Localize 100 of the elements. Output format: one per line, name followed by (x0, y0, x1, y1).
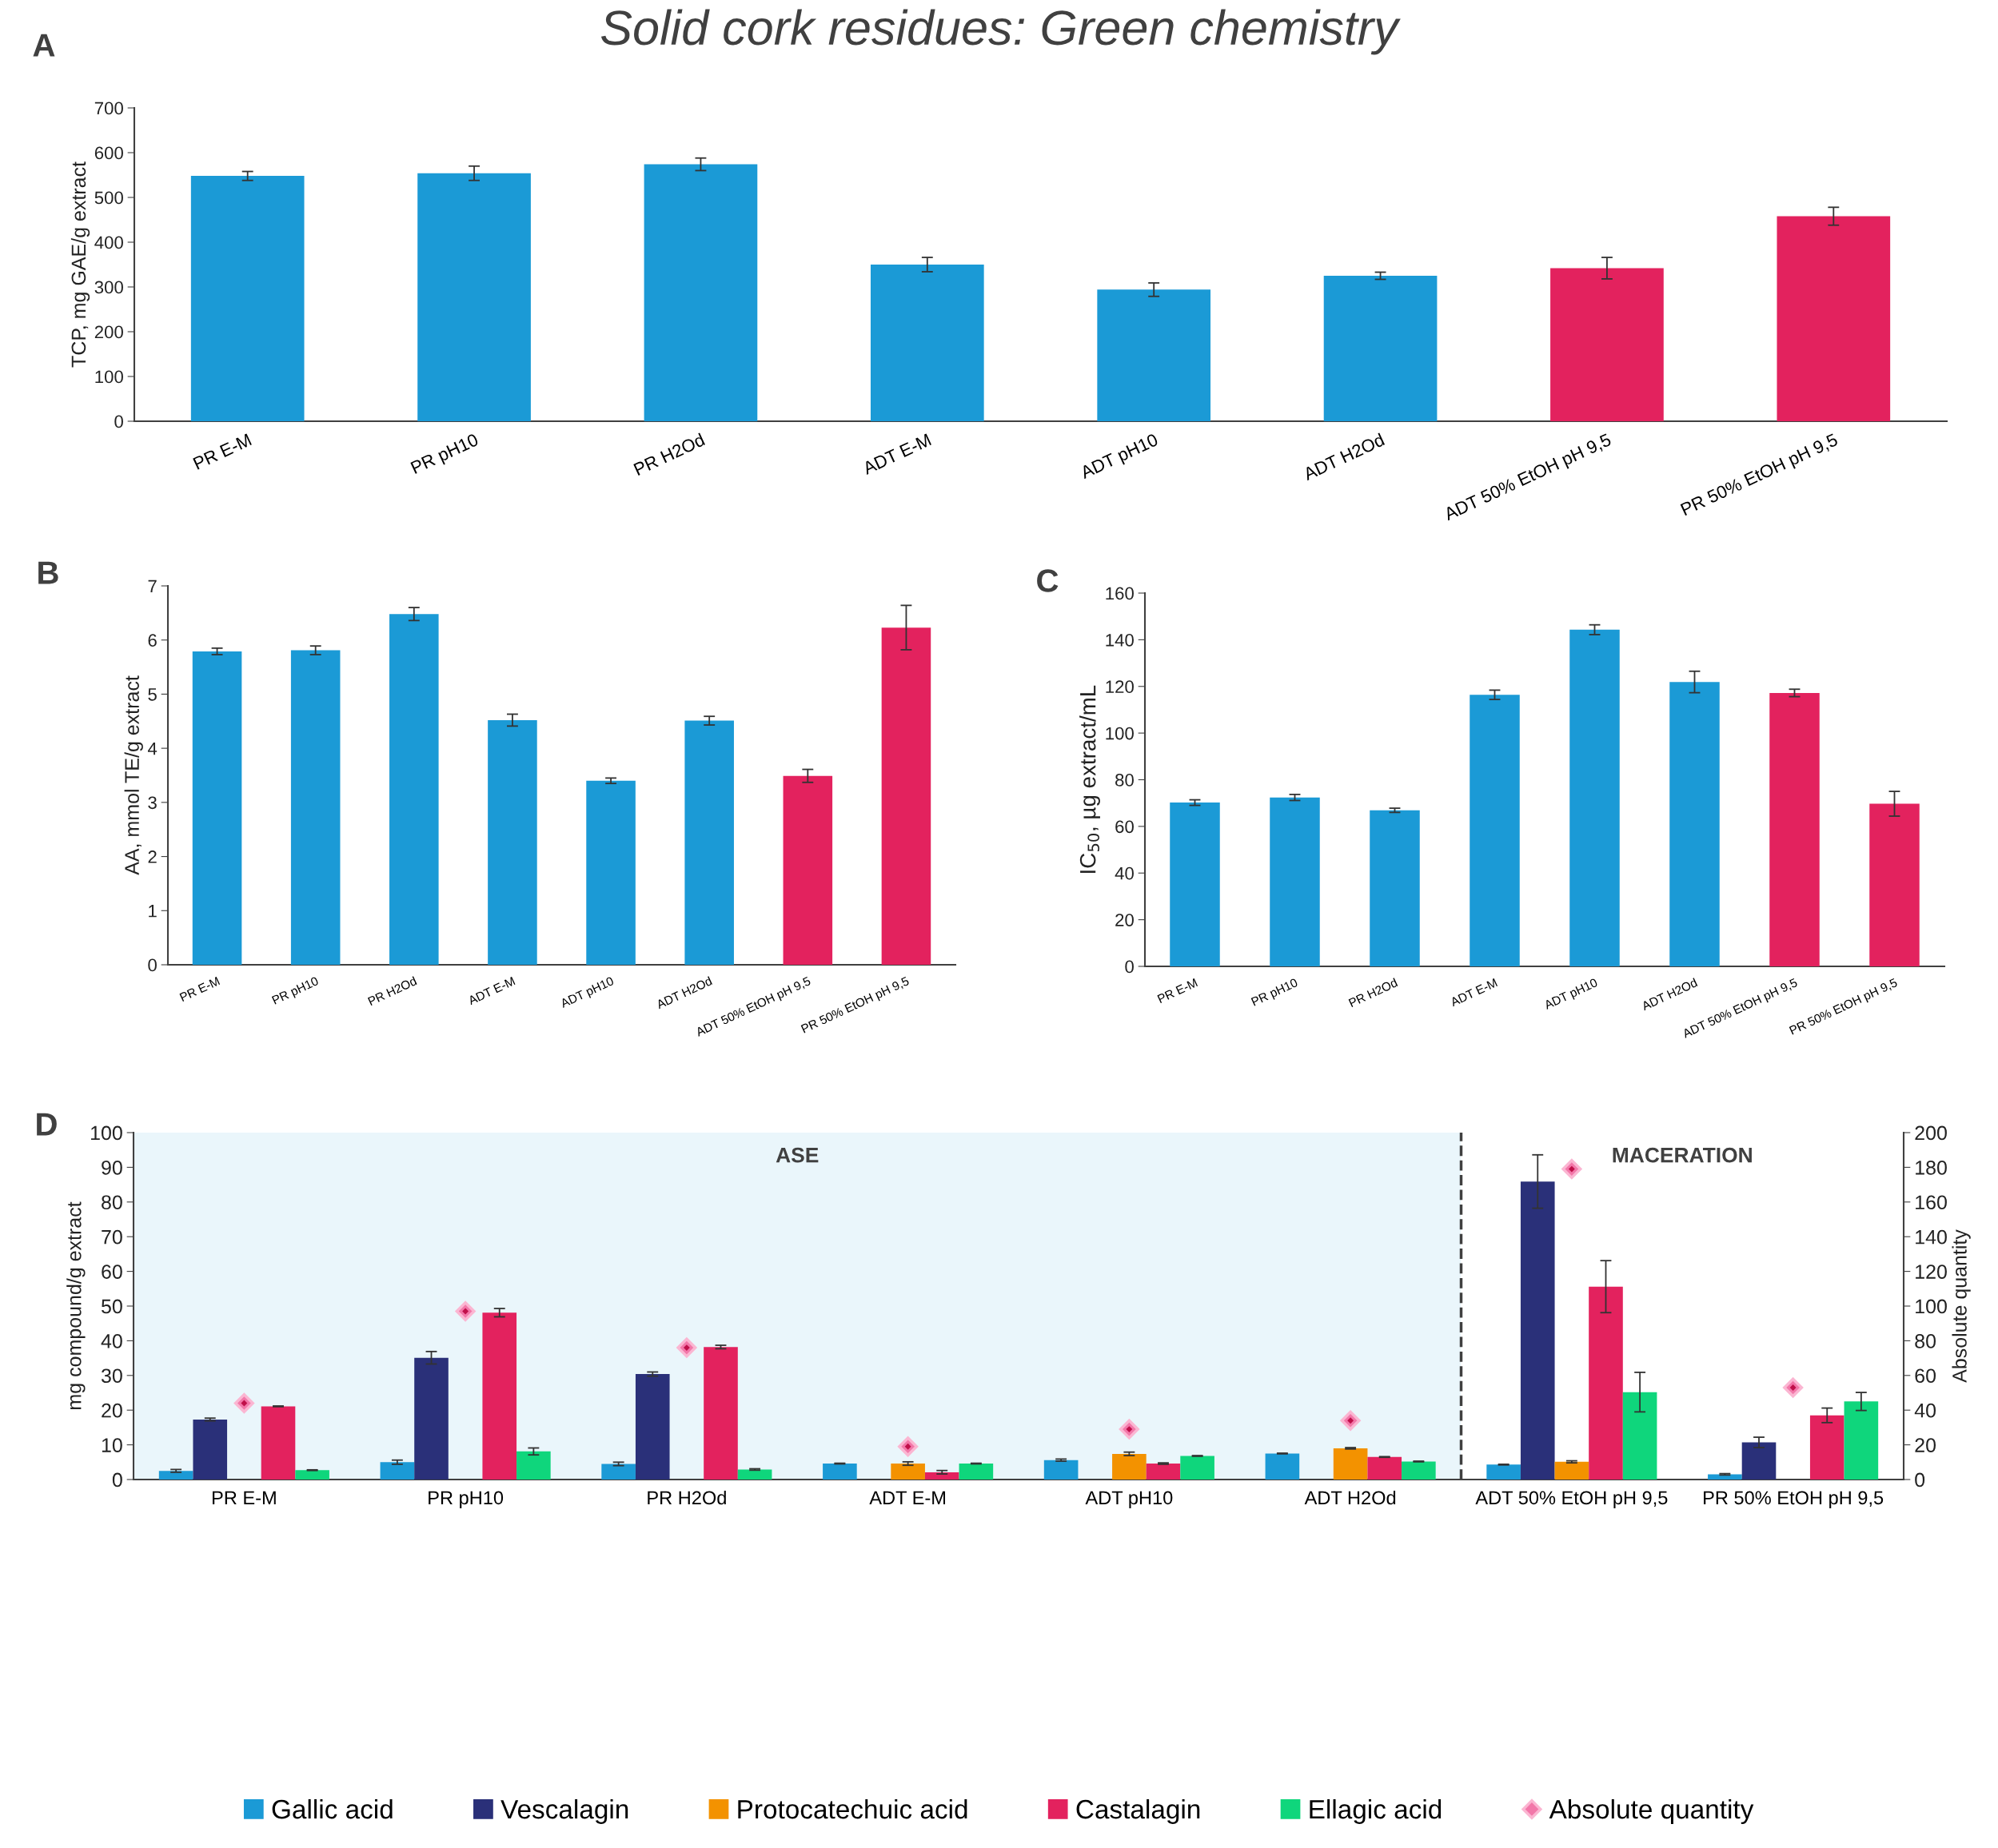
bar (1554, 1461, 1589, 1480)
y-tick-label: 500 (94, 191, 123, 205)
point (455, 1300, 476, 1322)
bar (684, 720, 734, 965)
bar (1323, 276, 1438, 421)
bar (959, 1464, 994, 1480)
point (1561, 1159, 1582, 1180)
bar (488, 719, 537, 965)
y-tick-label: 90 (102, 1161, 122, 1175)
bar (1265, 1453, 1300, 1480)
y-tick-label: 6 (148, 634, 157, 647)
legend-label: Absolute quantity (1549, 1798, 1754, 1824)
y-tick-label: 20 (102, 1403, 122, 1418)
y-tick-label: 120 (1106, 680, 1134, 694)
bar (380, 1462, 415, 1480)
bar (414, 1357, 449, 1480)
y-tick-label: 10 (102, 1438, 122, 1452)
y-axis-title: IC$_{50}$, µg extract/mL (1079, 685, 1100, 873)
bar (192, 651, 242, 965)
point (1783, 1377, 1804, 1398)
bar (737, 1469, 772, 1480)
y-tick-label: 7 (148, 579, 157, 593)
bar (783, 775, 833, 965)
bar (601, 1464, 636, 1480)
bar (516, 1451, 551, 1480)
bar (1402, 1461, 1436, 1480)
bar (193, 1419, 228, 1480)
y2-tick-label: 80 (1915, 1334, 1936, 1348)
bar (1622, 1392, 1657, 1480)
bar (823, 1464, 857, 1480)
x-tick-label: PR E-M (1157, 978, 1198, 1003)
y-tick-label: 3 (148, 796, 157, 810)
x-tick-label: PR H2Od (648, 1490, 726, 1505)
x-tick-label: PR E-M (212, 1491, 276, 1504)
y-tick-label: 700 (94, 102, 123, 115)
bar (1708, 1474, 1742, 1480)
bar (261, 1406, 296, 1480)
y-axis-title: mg compound/g extract (66, 1201, 86, 1409)
y-tick-label: 0 (112, 1472, 122, 1488)
y2-tick-label: 100 (1916, 1299, 1947, 1314)
point (676, 1337, 697, 1358)
x-tick-label: ADT E-M (1450, 978, 1498, 1007)
y2-tick-label: 140 (1916, 1229, 1947, 1245)
x-tick-label: ADT E-M (467, 976, 516, 1006)
y2-tick-label: 120 (1916, 1265, 1947, 1279)
y-tick-label: 100 (91, 1125, 122, 1141)
bar (1569, 629, 1620, 966)
band-label: ASE (776, 1147, 819, 1163)
x-tick-label: ADT E-M (869, 1491, 946, 1504)
y-axis-title: TCP, mg GAE/g extract (70, 161, 90, 368)
y-tick-label: 80 (1115, 774, 1134, 787)
bar (1589, 1286, 1623, 1480)
bar (1777, 216, 1891, 421)
y2-tick-label: 180 (1916, 1161, 1947, 1175)
x-tick-label: ADT E-M (861, 433, 931, 475)
y-tick-label: 600 (94, 146, 123, 160)
x-tick-label: PR E-M (193, 433, 252, 470)
y-tick-label: 0 (114, 415, 123, 428)
y-tick-label: 300 (94, 281, 123, 294)
legend-label: Gallic acid (272, 1798, 393, 1819)
y-axis-title: AA, mmol TE/g extract (124, 675, 143, 875)
legend-label: Vescalagin (500, 1798, 628, 1824)
bar (1769, 692, 1820, 966)
bar (1097, 289, 1211, 421)
y2-tick-label: 160 (1916, 1195, 1947, 1210)
y2-axis-title: Absolute quantity (1952, 1229, 1971, 1383)
x-tick-label: PR E-M (179, 976, 221, 1002)
y2-tick-label: 60 (1915, 1368, 1936, 1384)
x-tick-label: PR 50% EtOH pH 9,5 (1704, 1491, 1884, 1508)
y2-tick-label: 0 (1915, 1472, 1925, 1488)
y-tick-label: 40 (101, 1334, 122, 1348)
bar (1470, 695, 1520, 966)
bar (417, 173, 531, 421)
bar (1370, 810, 1420, 966)
bar (1669, 682, 1720, 966)
bar (924, 1472, 959, 1480)
x-tick-label: ADT pH10 (1085, 1491, 1173, 1508)
y-tick-label: 40 (1115, 866, 1134, 880)
x-tick-label: ADT 50% EtOH pH 9,5 (1475, 1491, 1668, 1508)
bar (158, 1471, 193, 1480)
y-tick-label: 0 (148, 958, 157, 972)
legend-label: Castalagin (1076, 1798, 1200, 1824)
bar (1146, 1464, 1181, 1480)
bar (644, 164, 758, 421)
text: B (38, 561, 58, 584)
y-tick-label: 4 (147, 742, 158, 755)
y-tick-label: 2 (148, 850, 157, 863)
y-tick-label: 200 (94, 325, 123, 339)
bar (1367, 1456, 1402, 1480)
text: C (1037, 569, 1059, 592)
bar (1270, 797, 1320, 966)
y-tick-label: 80 (102, 1195, 122, 1210)
point (1340, 1410, 1361, 1431)
y-tick-label: 0 (1125, 960, 1134, 974)
y-tick-label: 5 (148, 688, 157, 701)
bar (1869, 803, 1920, 966)
point (233, 1392, 254, 1414)
bar (1170, 803, 1220, 966)
y2-tick-label: 200 (1915, 1125, 1947, 1141)
x-tick-label: PR pH10 (429, 1491, 504, 1508)
